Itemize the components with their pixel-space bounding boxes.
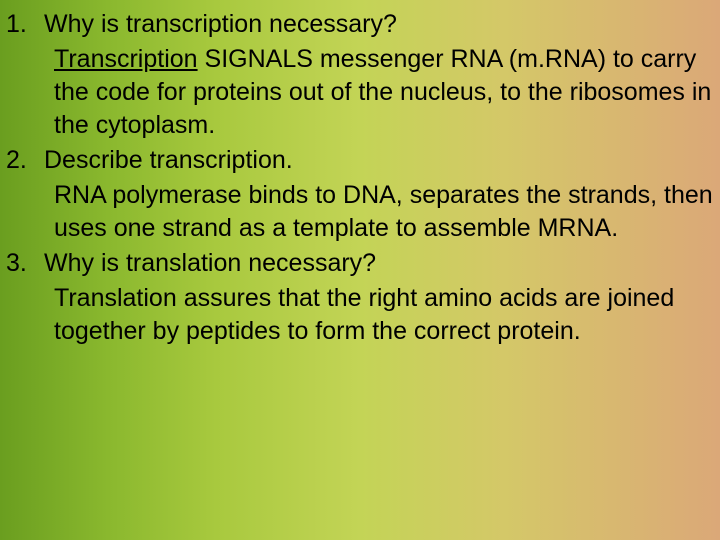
list-item-3: 3. Why is translation necessary? (6, 247, 714, 280)
item-number: 3. (6, 247, 44, 280)
item-number: 2. (6, 144, 44, 177)
list-item-1: 1. Why is transcription necessary? (6, 8, 714, 41)
answer-3: Translation assures that the right amino… (54, 282, 714, 348)
answer-2: RNA polymerase binds to DNA, separates t… (54, 179, 714, 245)
list-item-2: 2. Describe transcription. (6, 144, 714, 177)
item-number: 1. (6, 8, 44, 41)
answer-underlined: Transcription (54, 45, 198, 73)
question-text: Describe transcription. (44, 144, 714, 177)
slide-content: 1. Why is transcription necessary? Trans… (6, 8, 714, 348)
question-text: Why is transcription necessary? (44, 8, 714, 41)
question-text: Why is translation necessary? (44, 247, 714, 280)
answer-1: Transcription SIGNALS messenger RNA (m.R… (54, 43, 714, 142)
